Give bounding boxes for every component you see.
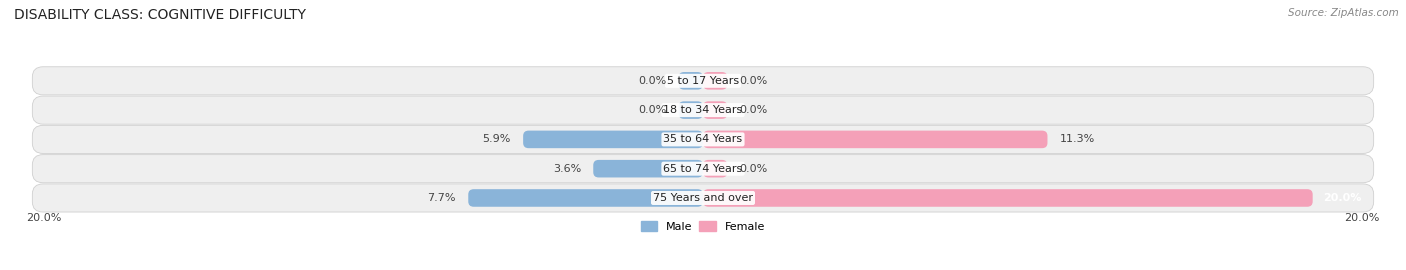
FancyBboxPatch shape — [703, 131, 1047, 148]
Text: 20.0%: 20.0% — [27, 213, 62, 223]
FancyBboxPatch shape — [593, 160, 703, 177]
Text: 7.7%: 7.7% — [427, 193, 456, 203]
Text: DISABILITY CLASS: COGNITIVE DIFFICULTY: DISABILITY CLASS: COGNITIVE DIFFICULTY — [14, 8, 307, 22]
Text: 5 to 17 Years: 5 to 17 Years — [666, 76, 740, 86]
FancyBboxPatch shape — [679, 101, 703, 119]
Text: 0.0%: 0.0% — [740, 105, 768, 115]
FancyBboxPatch shape — [703, 72, 727, 90]
Text: 0.0%: 0.0% — [740, 76, 768, 86]
Legend: Male, Female: Male, Female — [637, 217, 769, 237]
Text: 35 to 64 Years: 35 to 64 Years — [664, 134, 742, 144]
Text: 11.3%: 11.3% — [1060, 134, 1095, 144]
Text: 0.0%: 0.0% — [740, 164, 768, 174]
Text: 20.0%: 20.0% — [1323, 193, 1361, 203]
Text: 75 Years and over: 75 Years and over — [652, 193, 754, 203]
FancyBboxPatch shape — [703, 160, 727, 177]
FancyBboxPatch shape — [32, 67, 1374, 95]
FancyBboxPatch shape — [523, 131, 703, 148]
Text: 0.0%: 0.0% — [638, 105, 666, 115]
FancyBboxPatch shape — [32, 96, 1374, 124]
FancyBboxPatch shape — [32, 155, 1374, 183]
FancyBboxPatch shape — [703, 101, 727, 119]
Text: 20.0%: 20.0% — [1344, 213, 1379, 223]
FancyBboxPatch shape — [703, 189, 1313, 207]
FancyBboxPatch shape — [32, 125, 1374, 153]
Text: 5.9%: 5.9% — [482, 134, 510, 144]
Text: Source: ZipAtlas.com: Source: ZipAtlas.com — [1288, 8, 1399, 18]
FancyBboxPatch shape — [679, 72, 703, 90]
Text: 3.6%: 3.6% — [553, 164, 581, 174]
Text: 18 to 34 Years: 18 to 34 Years — [664, 105, 742, 115]
Text: 0.0%: 0.0% — [638, 76, 666, 86]
FancyBboxPatch shape — [32, 184, 1374, 212]
Text: 65 to 74 Years: 65 to 74 Years — [664, 164, 742, 174]
FancyBboxPatch shape — [468, 189, 703, 207]
